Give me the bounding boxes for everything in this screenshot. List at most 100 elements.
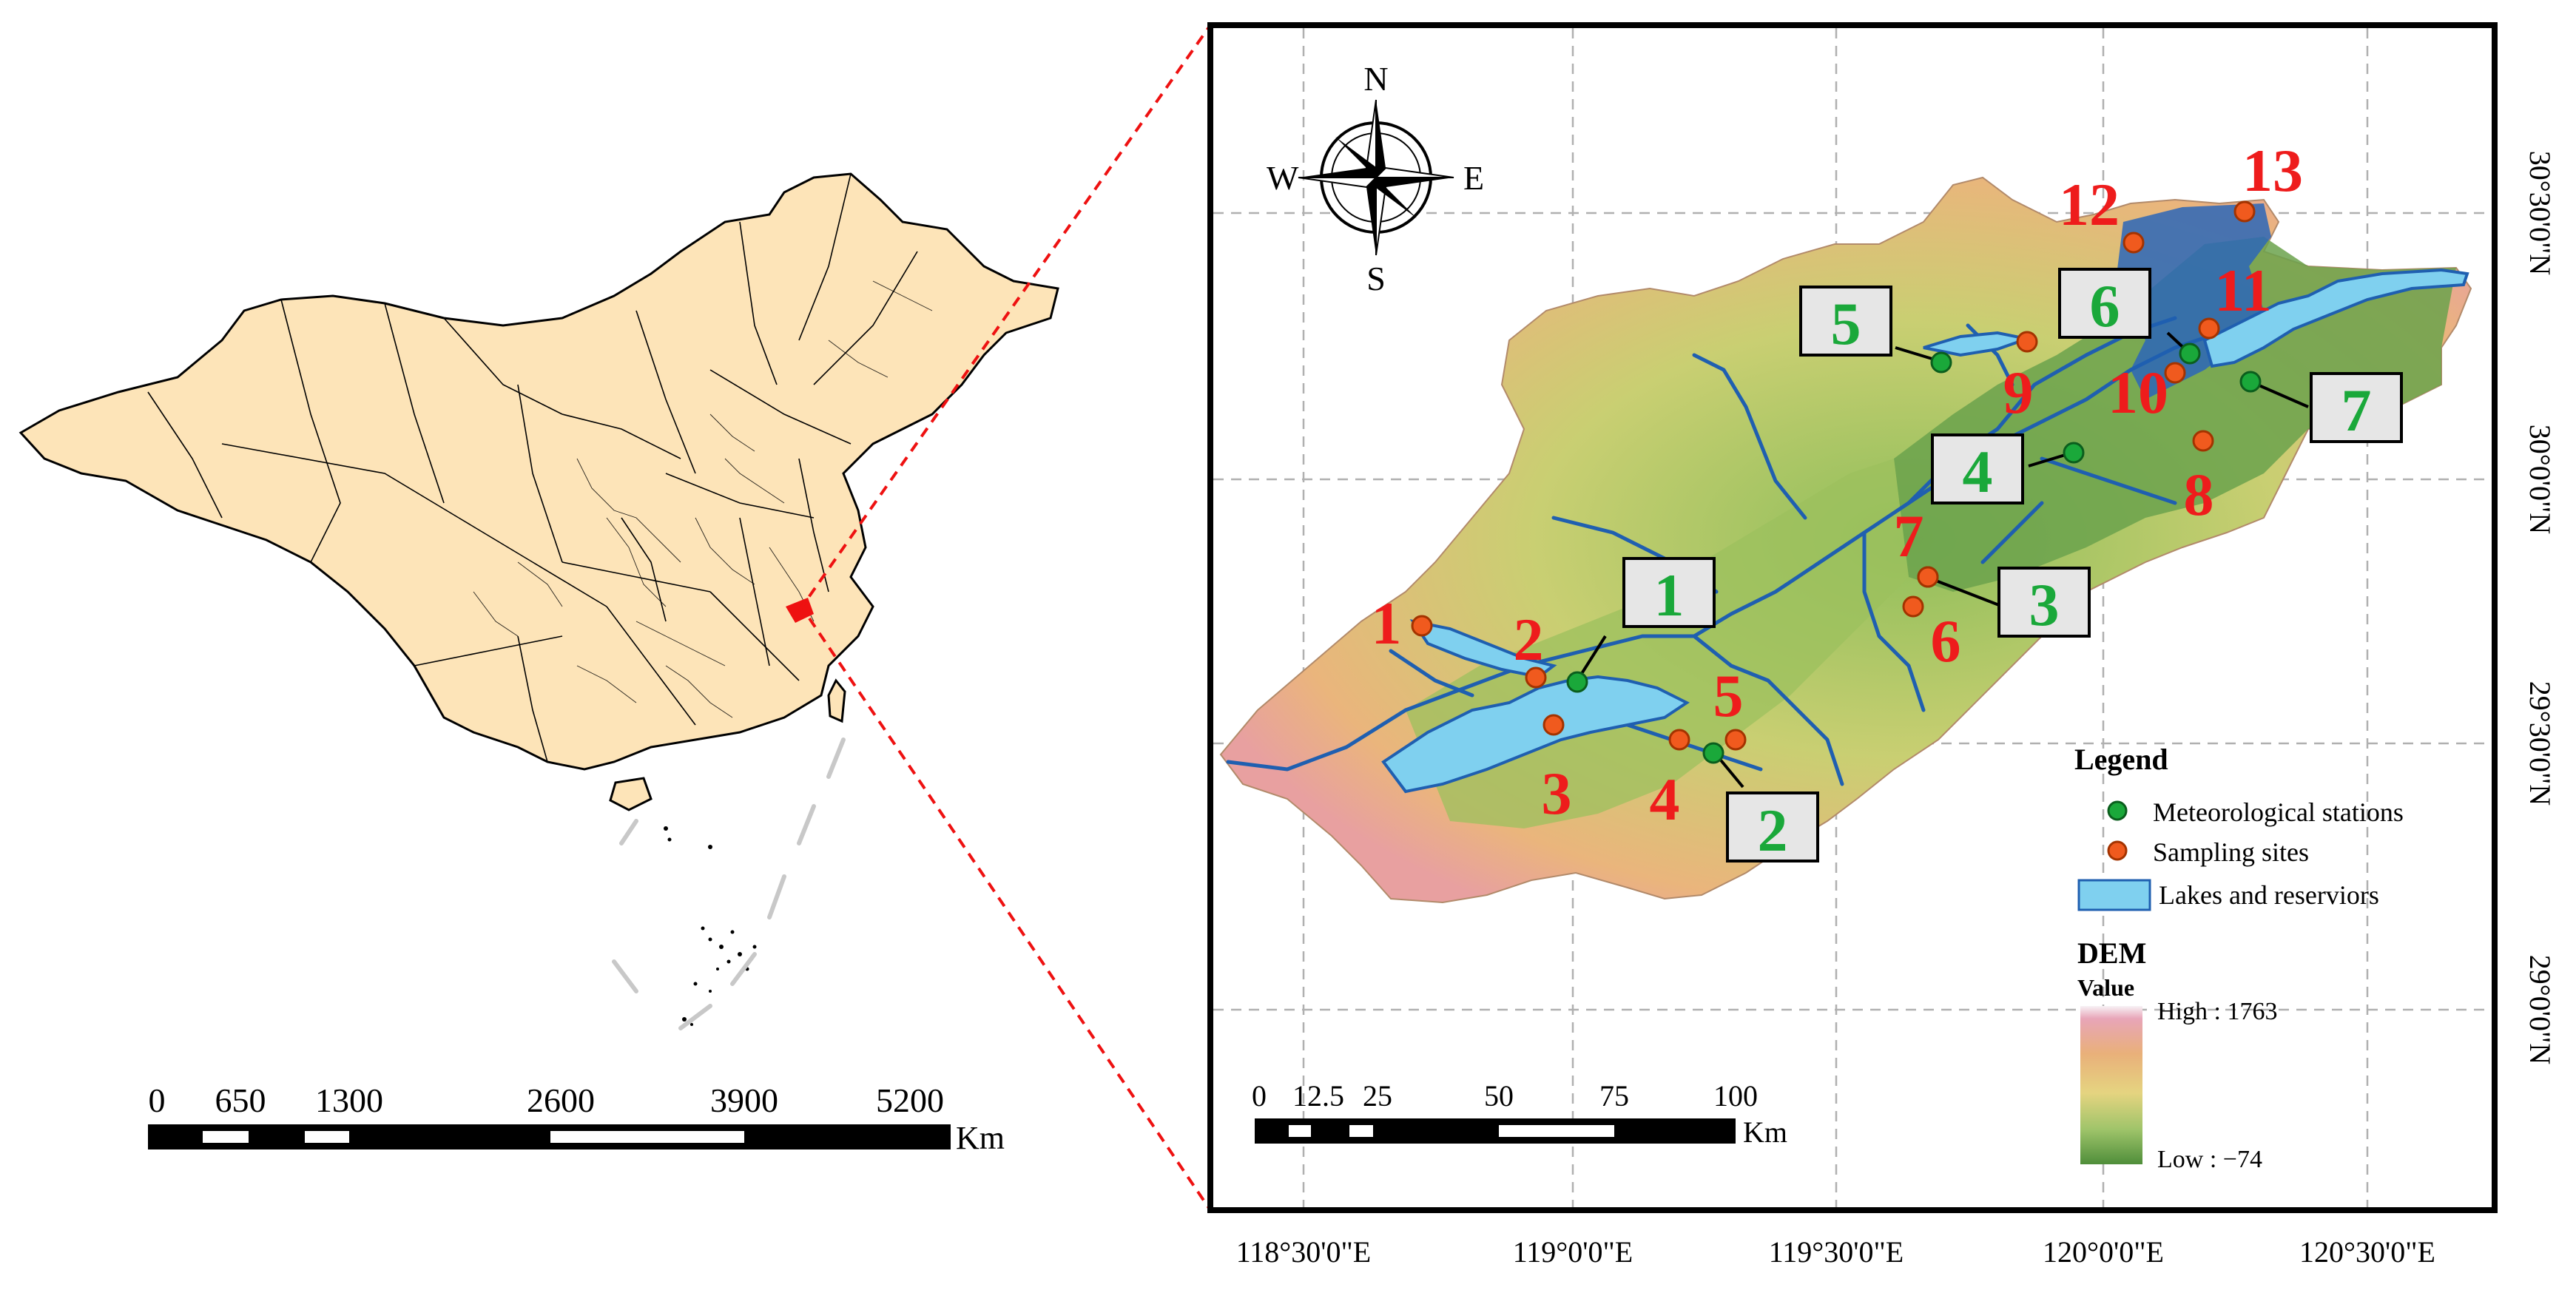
lat-label-3: 29°30'0"N bbox=[2523, 681, 2557, 806]
basin-lowland bbox=[1894, 237, 2456, 592]
detail-map: N S E W 1 2 3 4 bbox=[1207, 22, 2498, 1213]
detail-scale-tick-50: 50 bbox=[1484, 1079, 1514, 1113]
overview-scale-unit: Km bbox=[956, 1120, 1005, 1156]
china-outline bbox=[18, 172, 1059, 771]
sampling-site-labels: 1 2 3 4 5 6 7 8 9 10 11 12 13 bbox=[1372, 137, 2304, 833]
detail-scale-bar: 0 12.5 25 50 75 100 Km bbox=[1252, 1079, 1787, 1149]
site-point-12 bbox=[2122, 232, 2145, 254]
legend-site-marker bbox=[2107, 840, 2128, 861]
lon-label-2: 119°0'0"E bbox=[1513, 1235, 1633, 1269]
site-label-5: 5 bbox=[1713, 662, 1744, 729]
lon-label-3: 119°30'0"E bbox=[1769, 1235, 1904, 1269]
site-label-11: 11 bbox=[2214, 257, 2271, 324]
site-label-1: 1 bbox=[1372, 590, 1402, 657]
station-labels: 1 2 3 4 5 6 7 bbox=[1654, 272, 2372, 864]
overview-scale-tick-650: 650 bbox=[215, 1081, 266, 1119]
station-label-4: 4 bbox=[1963, 438, 1993, 505]
site-point-1 bbox=[1411, 615, 1433, 637]
compass-needle-west bbox=[1298, 168, 1376, 178]
south-china-sea-islands bbox=[664, 826, 757, 1026]
latitude-labels: 30°30'0"N 30°0'0"N 29°30'0"N 29°0'0"N bbox=[2523, 151, 2557, 1064]
detail-scale-tick-25: 25 bbox=[1363, 1079, 1392, 1113]
station-point-7 bbox=[2239, 371, 2262, 393]
sampling-site-points bbox=[1411, 200, 2256, 751]
overview-scale-bar: 0 650 1300 2600 3900 5200 Km bbox=[148, 1081, 1005, 1156]
overview-scale-tick-0: 0 bbox=[149, 1081, 166, 1119]
overview-scale-tick-5200: 5200 bbox=[876, 1081, 944, 1119]
detail-scale-unit: Km bbox=[1743, 1115, 1787, 1149]
site-point-9 bbox=[2016, 331, 2038, 353]
site-point-3 bbox=[1542, 714, 1565, 736]
compass-s: S bbox=[1366, 260, 1386, 297]
site-point-10 bbox=[2164, 362, 2186, 384]
site-label-12: 12 bbox=[2059, 171, 2120, 238]
qiantang-estuary bbox=[2202, 268, 2469, 368]
site-label-3: 3 bbox=[1542, 760, 1572, 827]
nine-dash-line bbox=[612, 737, 846, 1030]
dem-value-label: Value bbox=[2077, 974, 2134, 1001]
legend-station-marker bbox=[2107, 800, 2128, 821]
site-label-4: 4 bbox=[1650, 766, 1680, 833]
dem-color-ramp bbox=[2080, 1006, 2142, 1164]
urban-water-network bbox=[2116, 203, 2271, 399]
compass-e: E bbox=[1463, 159, 1484, 197]
compass-diagonals bbox=[1335, 137, 1417, 218]
station-label-3: 3 bbox=[2029, 571, 2060, 638]
site-point-11 bbox=[2198, 317, 2220, 340]
site-point-2 bbox=[1525, 666, 1547, 689]
site-point-7 bbox=[1917, 566, 1939, 588]
hainan-island bbox=[609, 777, 653, 811]
site-label-6: 6 bbox=[1931, 607, 1961, 675]
legend: Legend Meteorological stations Sampling … bbox=[2074, 743, 2404, 1173]
detail-scale-tick-12.5: 12.5 bbox=[1292, 1079, 1344, 1113]
station-label-6: 6 bbox=[2090, 272, 2120, 340]
lat-label-2: 30°0'0"N bbox=[2523, 425, 2557, 534]
site-label-9: 9 bbox=[2003, 359, 2034, 426]
site-point-4 bbox=[1668, 729, 1690, 751]
longitude-labels: 118°30'0"E 119°0'0"E 119°30'0"E 120°0'0"… bbox=[1236, 1235, 2435, 1269]
station-point-5 bbox=[1930, 351, 1952, 374]
site-point-13 bbox=[2233, 200, 2256, 223]
site-point-8 bbox=[2192, 430, 2214, 452]
compass-w: W bbox=[1267, 159, 1299, 197]
station-label-boxes bbox=[1622, 268, 2403, 862]
lon-label-1: 118°30'0"E bbox=[1236, 1235, 1371, 1269]
detail-scale-tick-75: 75 bbox=[1599, 1079, 1629, 1113]
station-point-2 bbox=[1702, 742, 1724, 764]
station-label-7: 7 bbox=[2341, 377, 2372, 444]
overview-scale-tick-2600: 2600 bbox=[527, 1081, 595, 1119]
legend-item-lakes: Lakes and reserviors bbox=[2159, 880, 2379, 910]
lon-label-5: 120°30'0"E bbox=[2299, 1235, 2435, 1269]
legend-item-stations: Meteorological stations bbox=[2153, 797, 2404, 827]
station-point-4 bbox=[2063, 442, 2085, 464]
dem-title: DEM bbox=[2077, 936, 2146, 970]
qiandao-lake bbox=[1381, 675, 1690, 794]
site-label-8: 8 bbox=[2184, 461, 2214, 528]
taiwan-island bbox=[827, 678, 846, 723]
detail-scale-tick-100: 100 bbox=[1713, 1079, 1758, 1113]
legend-title: Legend bbox=[2074, 743, 2168, 776]
lakes-reservoirs bbox=[1381, 268, 2469, 794]
site-label-2: 2 bbox=[1514, 606, 1544, 673]
legend-lake-swatch bbox=[2077, 879, 2151, 911]
dem-high-label: High : 1763 bbox=[2157, 998, 2277, 1025]
compass-rose: N S E W bbox=[1267, 60, 1484, 297]
lat-label-4: 29°0'0"N bbox=[2523, 955, 2557, 1064]
site-label-10: 10 bbox=[2108, 359, 2168, 426]
overview-scale-tick-3900: 3900 bbox=[710, 1081, 778, 1119]
compass-n: N bbox=[1363, 60, 1388, 98]
site-point-6 bbox=[1902, 595, 1924, 618]
overview-scale-tick-1300: 1300 bbox=[315, 1081, 383, 1119]
site-point-5 bbox=[1724, 729, 1747, 751]
lat-label-1: 30°30'0"N bbox=[2523, 151, 2557, 275]
station-point-6 bbox=[2179, 342, 2201, 365]
compass-needle-north bbox=[1376, 100, 1386, 178]
compass-needle-south bbox=[1366, 178, 1376, 255]
site-label-7: 7 bbox=[1894, 502, 1924, 570]
overview-map: 0 650 1300 2600 3900 5200 Km bbox=[18, 172, 1059, 1156]
upper-reservoir bbox=[1409, 619, 1557, 679]
station-point-1 bbox=[1566, 671, 1588, 693]
station-label-1: 1 bbox=[1654, 561, 1685, 629]
zoom-connector-lines bbox=[798, 24, 1212, 1212]
